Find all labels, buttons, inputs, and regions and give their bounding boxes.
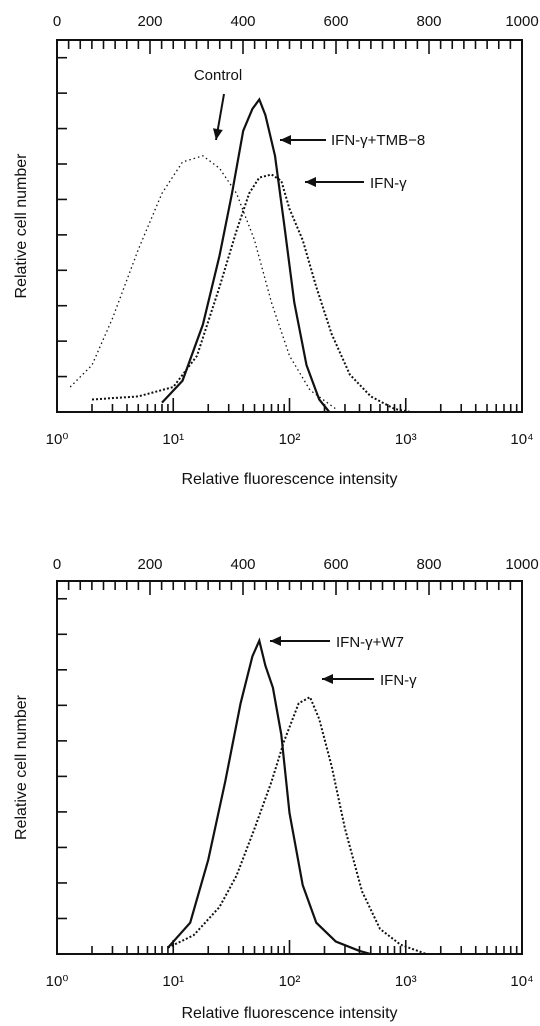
plot-frame (56, 580, 523, 955)
plot-frame (56, 39, 523, 413)
annotation-label: Control (194, 67, 242, 84)
annotation-arrowhead (270, 636, 281, 646)
bottom-tick-label: 10³ (395, 431, 417, 448)
y-axis-title: Relative cell number (13, 153, 30, 299)
annotation-label: IFN-γ+W7 (336, 634, 404, 651)
series-control (69, 155, 337, 410)
annotation-label: IFN-γ+TMB−8 (331, 132, 425, 149)
top-tick-label: 200 (137, 13, 162, 30)
bottom-tick-label: 10⁰ (46, 973, 69, 990)
annotation-arrowhead (280, 135, 291, 145)
top-tick-label: 400 (230, 556, 255, 573)
bottom-tick-label: 10¹ (162, 431, 184, 448)
top-tick-label: 1000 (505, 556, 538, 573)
top-tick-label: 800 (416, 556, 441, 573)
series-ifn-tmb-8 (161, 97, 331, 413)
annotation-arrowhead (213, 128, 223, 140)
series-ifn- (91, 173, 411, 413)
bottom-tick-label: 10³ (395, 973, 417, 990)
series-ifn- (167, 695, 427, 955)
top-tick-label: 600 (323, 13, 348, 30)
top-tick-label: 400 (230, 13, 255, 30)
annotation-label: IFN-γ (380, 672, 417, 689)
bottom-tick-label: 10¹ (162, 973, 184, 990)
chart-panel-bottom: 0 200 400 600 800 1000 10⁰ 10¹ 10² 10³ 10⁴ Relative… (13, 556, 539, 1022)
x-axis-title: Relative fluorescence intensity (181, 1005, 397, 1022)
annotation-arrowhead (322, 674, 333, 684)
top-tick-label: 1000 (505, 13, 538, 30)
chart-panel-top: 0 200 400 600 800 1000 10⁰ 10¹ 10² 10³ 10⁴ Relative… (13, 13, 539, 488)
top-tick-label: 0 (53, 13, 61, 30)
bottom-tick-label: 10⁴ (510, 973, 533, 990)
x-axis-title: Relative fluorescence intensity (181, 471, 397, 488)
annotation-label: IFN-γ (370, 175, 407, 192)
bottom-tick-label: 10⁰ (46, 431, 69, 448)
y-axis-title: Relative cell number (13, 694, 30, 840)
bottom-tick-label: 10² (279, 431, 301, 448)
annotation-arrowhead (305, 177, 316, 187)
bottom-tick-label: 10² (279, 973, 301, 990)
top-tick-label: 200 (137, 556, 162, 573)
top-tick-label: 0 (53, 556, 61, 573)
top-tick-label: 600 (323, 556, 348, 573)
bottom-tick-label: 10⁴ (510, 431, 533, 448)
series-ifn-w7 (167, 637, 372, 956)
top-tick-label: 800 (416, 13, 441, 30)
